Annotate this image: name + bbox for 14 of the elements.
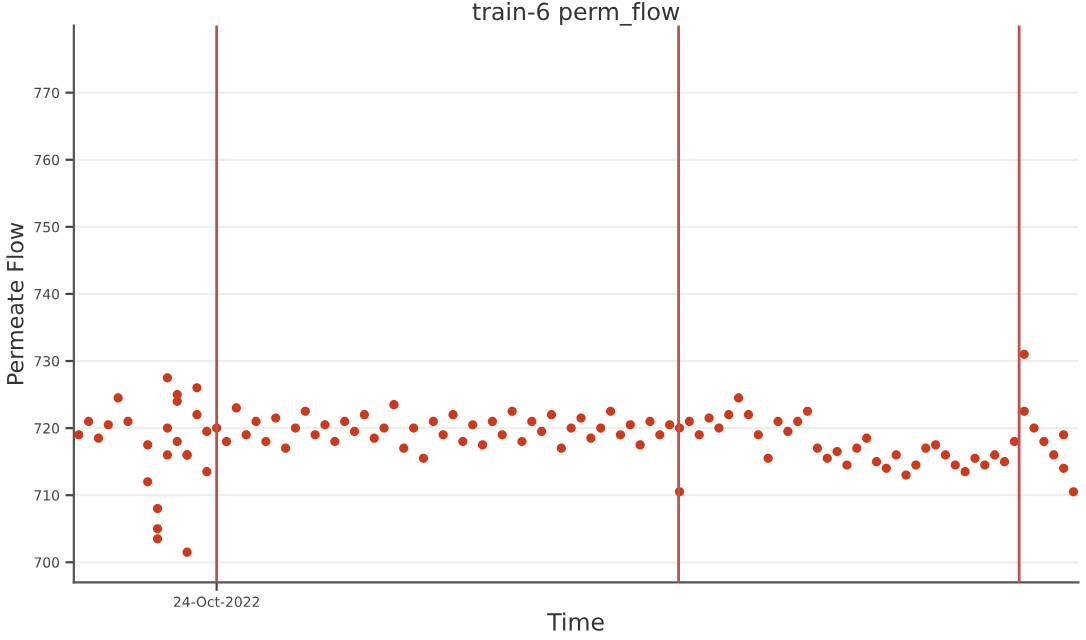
point bbox=[152, 534, 163, 544]
point bbox=[182, 450, 192, 460]
point bbox=[162, 450, 173, 460]
chart-title: train-6 perm_flow bbox=[472, 2, 680, 26]
point bbox=[162, 373, 173, 383]
x-axis-title: Time bbox=[547, 612, 604, 631]
point bbox=[1059, 430, 1069, 440]
y-axis-title: Permeate Flow bbox=[6, 222, 24, 384]
point bbox=[182, 547, 192, 557]
point bbox=[192, 383, 202, 393]
point bbox=[143, 477, 153, 487]
point bbox=[1019, 349, 1029, 359]
point bbox=[152, 504, 163, 514]
point bbox=[202, 467, 212, 477]
